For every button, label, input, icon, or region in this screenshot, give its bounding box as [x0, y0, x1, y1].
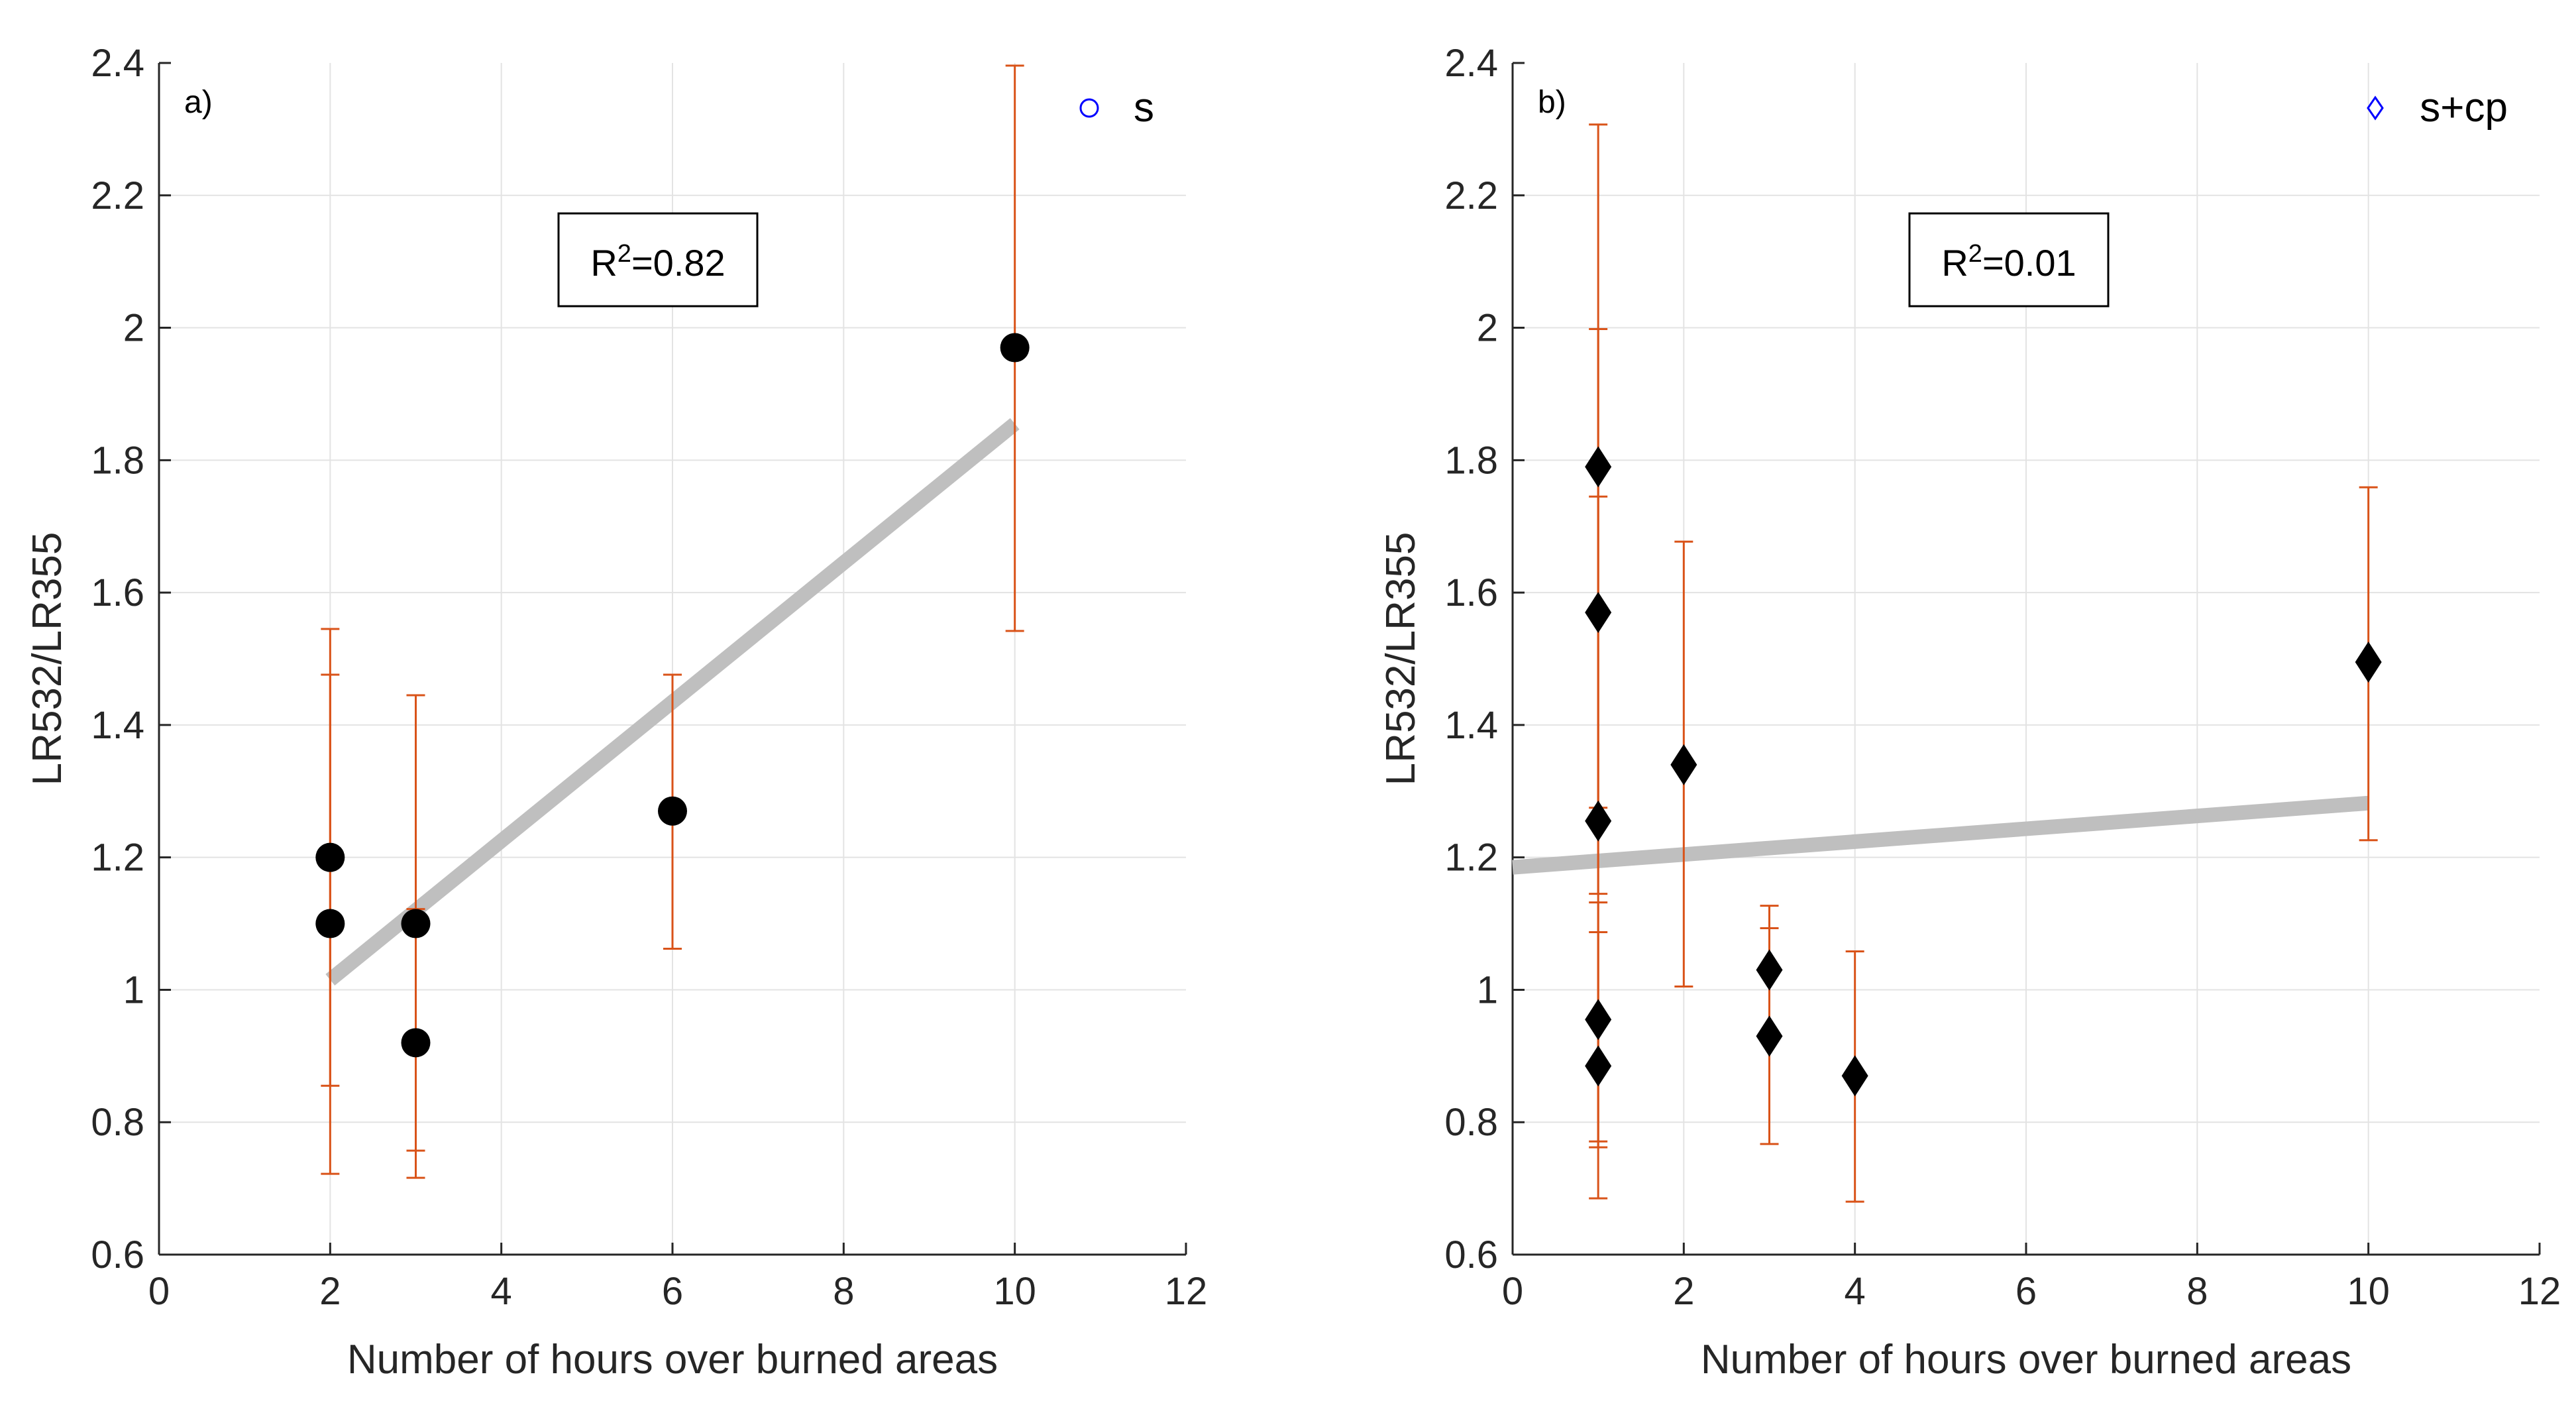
panel-a-legend-marker [1079, 98, 1099, 118]
panel-a-data-point [401, 1028, 431, 1058]
panel-b-r-squared-text: R2=0.01 [1941, 240, 2076, 284]
panel-b-y-tick-label: 1.4 [1444, 704, 1498, 747]
panel-b-x-axis-label: Number of hours over burned areas [1701, 1337, 2351, 1383]
panel-a-r-squared-prefix: R [590, 242, 617, 284]
panel-b: 0 2 4 6 8 10 12 0.6 0.8 1 1.2 1.4 1.6 1.8 2 2.2 2.4 Numbe… [1378, 42, 2561, 1383]
panel-b-y-tick-label: 1.2 [1444, 836, 1498, 879]
panel-a-r-squared-superscript: 2 [617, 240, 631, 268]
panel-a-data-point [315, 909, 345, 938]
panel-b-fit-line [1512, 795, 2369, 875]
panel-b-y-tick-label: 0.6 [1444, 1233, 1498, 1276]
panel-b-data-point [1585, 800, 1612, 842]
panel-b-data-point [1756, 949, 1783, 991]
panel-b-r-squared-superscript: 2 [1968, 240, 1982, 268]
panel-b-x-tick-label: 10 [2347, 1270, 2390, 1313]
panel-a-r-squared-box [557, 212, 759, 308]
panel-a-legend-label: s [1134, 85, 1154, 131]
panel-a-data-point [315, 842, 345, 872]
panel-a-x-tick-label: 6 [662, 1270, 683, 1313]
panel-b-y-tick-label: 0.8 [1444, 1101, 1498, 1144]
panel-b-data-point [1756, 1015, 1783, 1057]
panel-a-y-axis-label: LR532/LR355 [25, 532, 70, 786]
panel-a: 0 2 4 6 8 10 12 0.6 0.8 1 1.2 1.4 1.6 1.8 2 2.2 2.4 Numbe… [25, 42, 1207, 1383]
panel-b-y-tick-label: 2.2 [1444, 174, 1498, 217]
panel-a-x-axis-label: Number of hours over burned areas [347, 1337, 998, 1383]
panel-b-data-point [1585, 592, 1612, 634]
panel-b-data-point [2355, 641, 2382, 683]
panel-a-x-tick-label: 4 [491, 1270, 512, 1313]
panel-b-data-point [1585, 446, 1612, 488]
panel-a-y-tick-label: 0.8 [91, 1101, 144, 1144]
panel-b-data-point [1585, 999, 1612, 1041]
panel-a-x-tick-label: 0 [148, 1270, 170, 1313]
panel-a-x-tick-label: 8 [833, 1270, 854, 1313]
panel-a-x-tick-label: 12 [1165, 1270, 1208, 1313]
panel-b-x-tick-label: 8 [2186, 1270, 2208, 1313]
panel-a-y-tick-label: 1.6 [91, 571, 144, 614]
panel-b-panel-label: b) [1538, 85, 1566, 120]
panel-b-y-axis-label: LR532/LR355 [1378, 532, 1424, 786]
panel-b-data-point [1585, 1045, 1612, 1087]
panel-a-r-squared-text: R2=0.82 [590, 240, 725, 284]
panel-b-r-squared-box [1908, 212, 2110, 308]
panel-b-legend-marker [2367, 95, 2384, 121]
panel-b-x-tick-label: 12 [2518, 1270, 2561, 1313]
panel-a-x-tick-label: 10 [993, 1270, 1036, 1313]
panel-b-y-tick-label: 1.6 [1444, 571, 1498, 614]
panel-b-legend-label: s+cp [2420, 85, 2508, 131]
panel-a-data-point [658, 796, 687, 826]
panel-a-y-tick-label: 0.6 [91, 1233, 144, 1276]
panel-a-y-tick-label: 1 [123, 968, 144, 1011]
panel-b-r-squared-prefix: R [1941, 242, 1968, 284]
panel-a-x-tick-label: 2 [319, 1270, 341, 1313]
panel-a-y-tick-label: 2.4 [91, 42, 144, 85]
panel-a-y-tick-label: 1.4 [91, 704, 144, 747]
panel-a-y-tick-label: 2 [123, 307, 144, 350]
panel-b-r-squared-value: =0.01 [1982, 242, 2076, 284]
panel-a-data-point [1000, 333, 1030, 363]
panel-b-data-point [1841, 1055, 1868, 1097]
panel-b-x-tick-label: 0 [1502, 1270, 1523, 1313]
panel-b-y-tick-label: 2.4 [1444, 42, 1498, 85]
panel-b-y-tick-label: 1 [1477, 968, 1498, 1011]
panel-a-data-point [401, 909, 431, 938]
panel-b-x-tick-label: 2 [1673, 1270, 1694, 1313]
panel-a-y-tick-label: 1.8 [91, 439, 144, 482]
panel-a-y-tick-label: 2.2 [91, 174, 144, 217]
panel-a-r-squared-value: =0.82 [631, 242, 725, 284]
panel-a-y-tick-label: 1.2 [91, 836, 144, 879]
panel-b-x-tick-label: 4 [1845, 1270, 1866, 1313]
panel-b-data-point [1670, 744, 1697, 785]
panel-b-x-tick-label: 6 [2015, 1270, 2037, 1313]
panel-b-y-tick-label: 1.8 [1444, 439, 1498, 482]
panel-a-panel-label: a) [184, 85, 213, 120]
panel-b-y-tick-label: 2 [1477, 307, 1498, 350]
